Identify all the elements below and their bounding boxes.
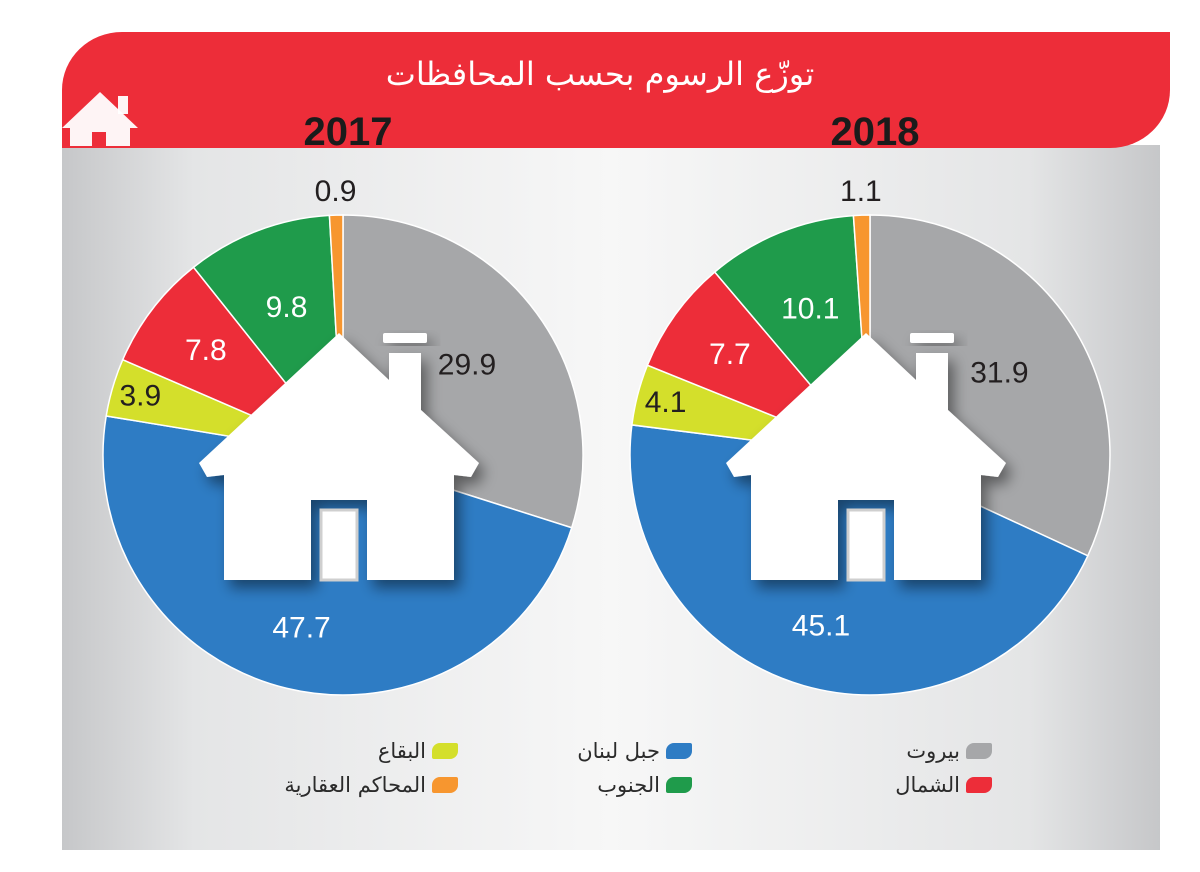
- legend-item-mount-lebanon: جبل لبنان: [577, 737, 692, 765]
- data-label-south: 9.8: [266, 291, 308, 324]
- data-label-mount-lebanon: 45.1: [792, 610, 850, 643]
- legend-swatch: [666, 777, 692, 793]
- pie-chart-2018: 31.9 45.1 4.1 7.7 10.1 1.1 2018: [629, 110, 1111, 696]
- legend-label: المحاكم العقارية: [284, 773, 426, 797]
- chimney-cap-icon: [383, 333, 427, 343]
- legend-swatch: [432, 743, 458, 759]
- legend-swatch: [966, 777, 992, 793]
- page-title: توزّع الرسوم بحسب المحافظات: [385, 55, 815, 93]
- legend-swatch: [432, 777, 458, 793]
- data-label-real-estate-courts: 1.1: [840, 175, 882, 208]
- chimney-cap-icon: [910, 333, 954, 343]
- data-label-north: 7.7: [709, 338, 751, 371]
- house-door-icon: [319, 508, 359, 582]
- pie-chart-2017: 29.9 47.7 3.9 7.8 9.8 0.9 2017: [102, 110, 584, 696]
- legend-swatch: [666, 743, 692, 759]
- legend-swatch: [966, 743, 992, 759]
- data-label-mount-lebanon: 47.7: [272, 612, 330, 645]
- house-icon: [62, 92, 138, 146]
- data-label-bekaa: 3.9: [120, 379, 162, 412]
- legend-label: البقاع: [377, 739, 426, 763]
- house-door-icon: [846, 508, 886, 582]
- chart-title: 2017: [304, 110, 393, 154]
- data-label-south: 10.1: [781, 292, 839, 325]
- legend-item-bekaa: البقاع: [378, 737, 458, 765]
- data-label-beirut: 29.9: [438, 348, 496, 381]
- data-label-real-estate-courts: 0.9: [315, 175, 357, 208]
- legend-label: الجنوب: [597, 773, 660, 797]
- legend-label: بيروت: [906, 739, 960, 763]
- legend-item-real-estate-courts: المحاكم العقارية: [284, 771, 458, 799]
- title-banner: [62, 32, 1170, 148]
- data-label-beirut: 31.9: [970, 356, 1028, 389]
- house-icon: [199, 333, 479, 580]
- data-label-bekaa: 4.1: [645, 386, 687, 419]
- legend-item-north: الشمال: [895, 771, 992, 799]
- chart-title: 2018: [831, 110, 920, 154]
- legend-label: جبل لبنان: [577, 739, 660, 763]
- house-icon: [726, 333, 1006, 580]
- legend-item-beirut: بيروت: [906, 737, 992, 765]
- data-label-north: 7.8: [185, 334, 227, 367]
- legend-item-south: الجنوب: [597, 771, 692, 799]
- legend-label: الشمال: [895, 773, 960, 797]
